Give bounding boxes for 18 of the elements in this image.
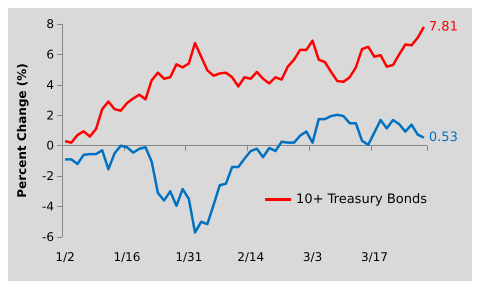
- x-tick-label: 2/14: [237, 250, 264, 264]
- y-tick-label: 8: [46, 17, 54, 31]
- x-tick-label: 3/17: [360, 250, 388, 264]
- y-tick-label: -6: [42, 230, 54, 244]
- y-tick-label: 2: [46, 108, 54, 122]
- x-tick-label: 1/2: [55, 250, 75, 264]
- data-label: 7.81: [428, 19, 458, 34]
- y-tick-label: 6: [46, 47, 54, 62]
- data-label: 0.53: [428, 130, 458, 146]
- y-tick-label: -4: [42, 200, 54, 214]
- y-axis-title: Percent Change (%): [15, 63, 29, 198]
- y-tick-label: 4: [46, 78, 54, 92]
- y-tick-label: 0: [46, 138, 54, 153]
- y-tick-label: -2: [42, 169, 54, 184]
- x-tick-label: 1/16: [113, 250, 140, 264]
- legend-label: 10+ Treasury Bonds: [296, 192, 428, 207]
- x-tick-label: 3/3: [302, 250, 322, 264]
- x-tick-label: 1/31: [175, 250, 202, 264]
